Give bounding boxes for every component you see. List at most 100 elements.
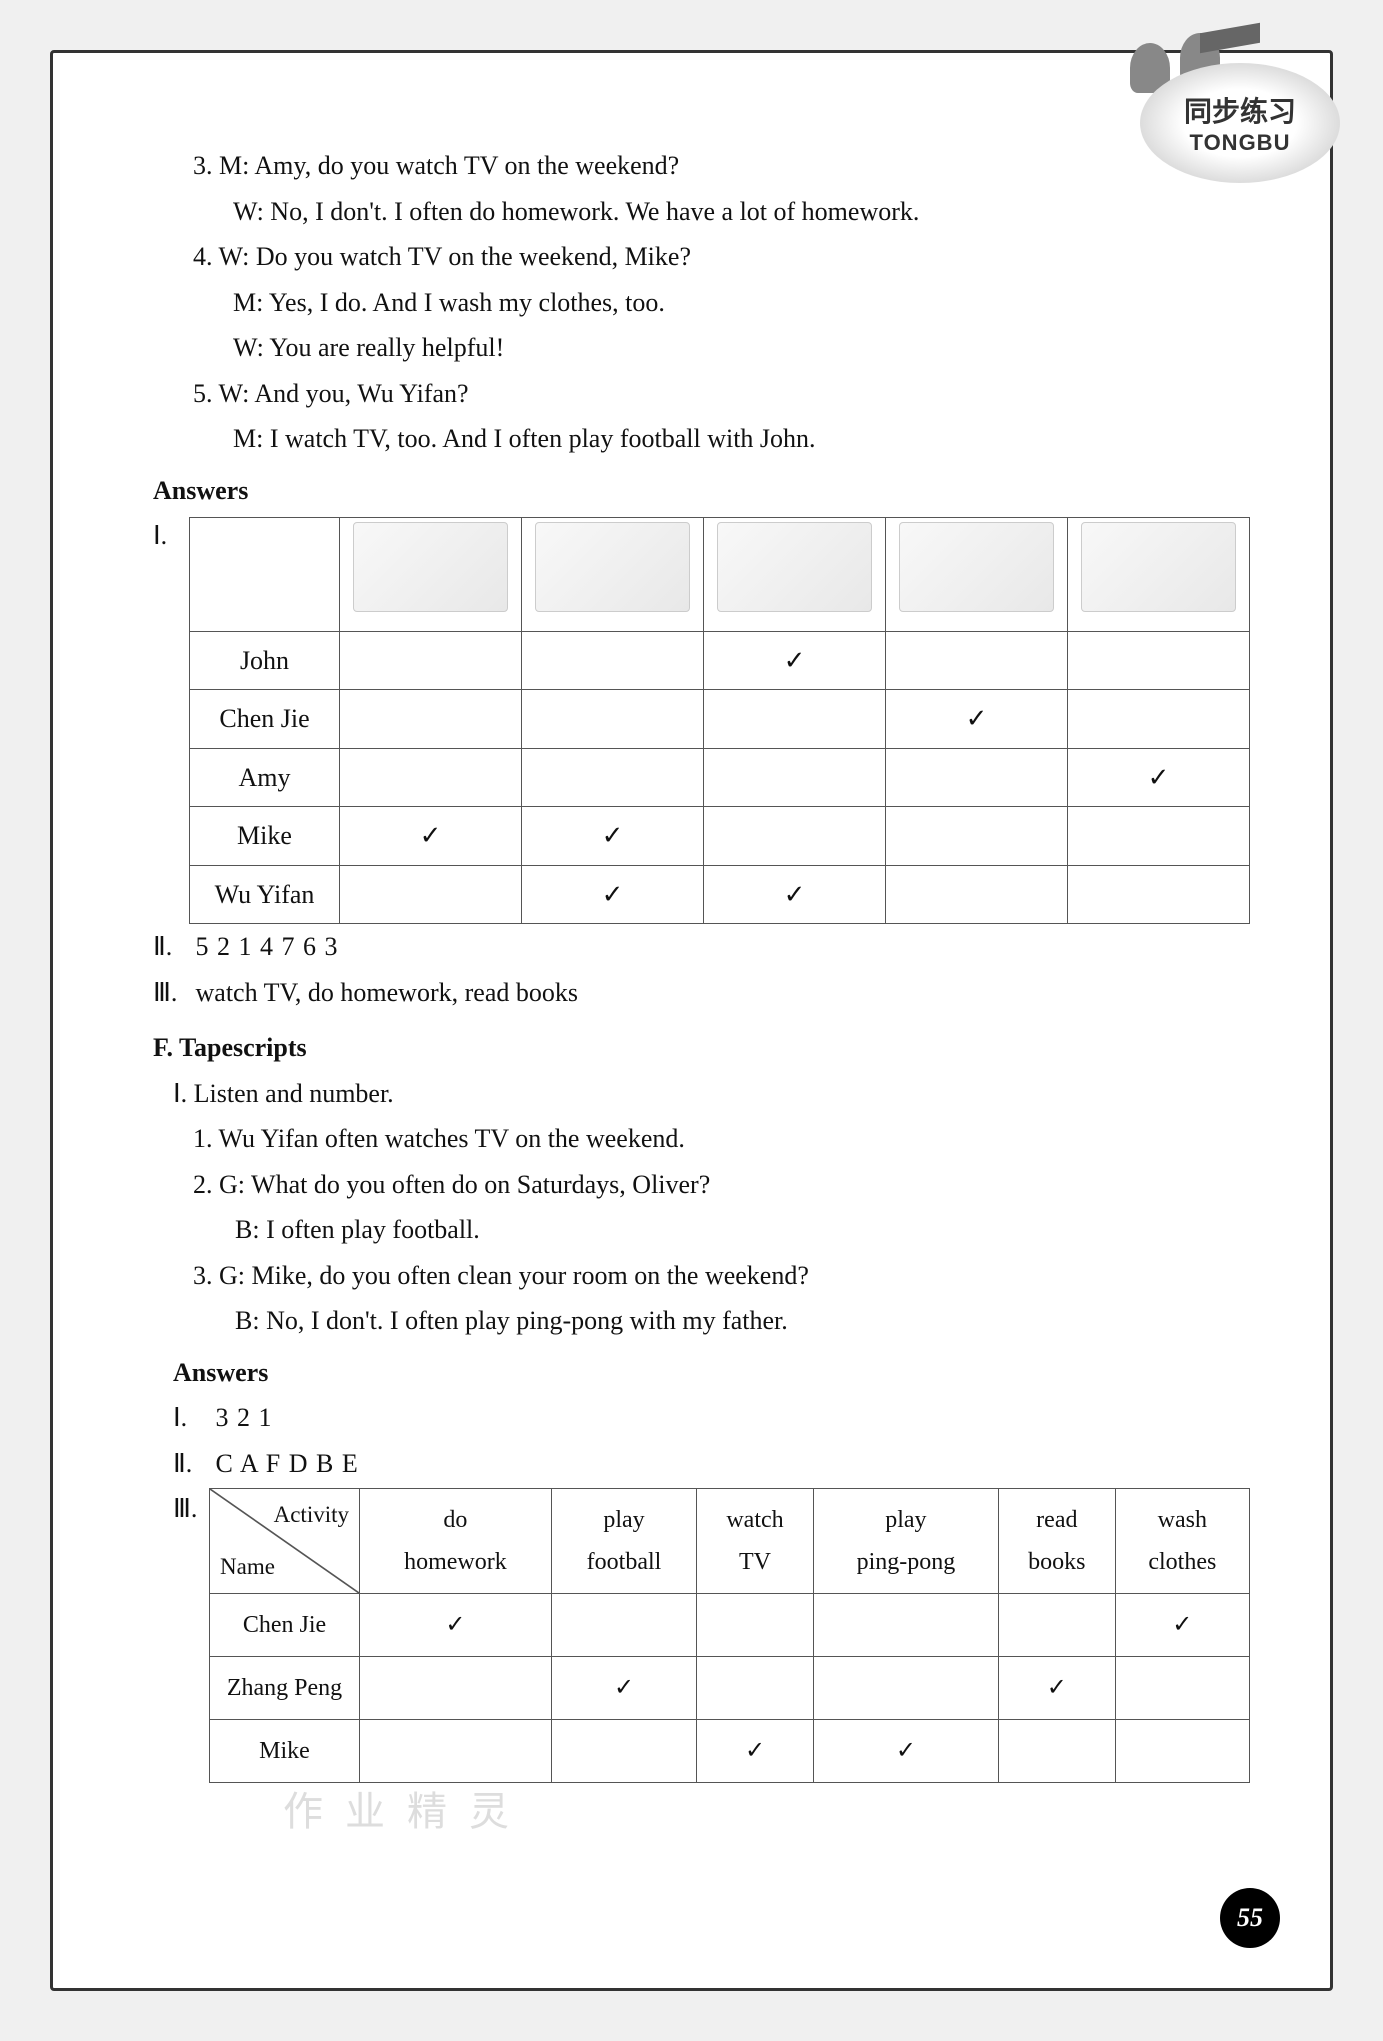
answer-sequence: 5 2 1 4 7 6 3 <box>196 932 339 961</box>
answer-sequence: C A F D B E <box>216 1449 359 1478</box>
check-cell <box>886 807 1068 866</box>
read-books-icon <box>899 522 1055 612</box>
table-row: Zhang Peng ✓ ✓ <box>210 1657 1250 1720</box>
answer-2-row: Ⅱ. 5 2 1 4 7 6 3 <box>153 924 1250 970</box>
page-number-badge: 55 <box>1220 1888 1280 1948</box>
table-row: Mike ✓ ✓ <box>210 1720 1250 1783</box>
check-cell <box>697 1594 814 1657</box>
tapescript-line: B: No, I don't. I often play ping-pong w… <box>235 1298 1250 1344</box>
name-cell: Mike <box>210 1720 360 1783</box>
diag-header-name: Name <box>220 1547 275 1587</box>
check-cell <box>340 631 522 690</box>
check-cell <box>1068 865 1250 924</box>
name-cell: Zhang Peng <box>210 1657 360 1720</box>
answer-1-row: Ⅰ. John ✓ <box>153 513 1250 924</box>
dialogue-text: M: I watch TV, too. And I often play foo… <box>233 416 1250 462</box>
dialogue-number: 4. <box>193 242 213 271</box>
check-cell: ✓ <box>999 1657 1116 1720</box>
check-cell: ✓ <box>551 1657 696 1720</box>
check-cell <box>551 1594 696 1657</box>
roman-one: Ⅰ. <box>173 1395 209 1441</box>
wash-clothes-icon <box>353 522 509 612</box>
name-cell: Amy <box>190 748 340 807</box>
play-football-icon <box>717 522 873 612</box>
watermark-text: 作 业 精 灵 <box>283 1789 515 1834</box>
table-row: Amy ✓ <box>190 748 1250 807</box>
activity-icon-cell <box>522 518 704 632</box>
answer-text: watch TV, do homework, read books <box>196 978 578 1007</box>
table-row: Mike ✓ ✓ <box>190 807 1250 866</box>
check-cell <box>886 631 1068 690</box>
table-row: Chen Jie ✓ ✓ <box>210 1594 1250 1657</box>
check-cell <box>551 1720 696 1783</box>
activity-icon-cell <box>1068 518 1250 632</box>
answer-3-row: Ⅲ. watch TV, do homework, read books <box>153 970 1250 1016</box>
activity-header: play ping-pong <box>813 1489 998 1594</box>
check-cell <box>522 690 704 749</box>
check-cell <box>1068 690 1250 749</box>
check-cell: ✓ <box>813 1720 998 1783</box>
answers-heading-2: Answers <box>173 1350 1250 1396</box>
watch-tv-icon <box>535 522 691 612</box>
check-cell: ✓ <box>704 865 886 924</box>
check-cell: ✓ <box>522 865 704 924</box>
dialogue-text: W: Do you watch TV on the weekend, Mike? <box>219 242 691 271</box>
roman-three: Ⅲ. <box>173 1486 209 1532</box>
activity-header: watch TV <box>697 1489 814 1594</box>
answer-f1-row: Ⅰ. 3 2 1 <box>173 1395 1250 1441</box>
activity-table: Activity Name do homework play football … <box>209 1488 1250 1783</box>
check-cell <box>813 1594 998 1657</box>
activity-icon-cell <box>886 518 1068 632</box>
check-cell <box>360 1657 552 1720</box>
check-cell: ✓ <box>697 1720 814 1783</box>
dialogue-text: M: Amy, do you watch TV on the weekend? <box>219 151 679 180</box>
check-cell <box>340 690 522 749</box>
dialogue-text: W: You are really helpful! <box>233 325 1250 371</box>
dialogue-number: 5. <box>193 379 213 408</box>
dialogue-5: 5. W: And you, Wu Yifan? <box>193 371 1250 417</box>
badge-chinese-text: 同步练习 <box>1184 90 1296 130</box>
check-cell <box>886 748 1068 807</box>
tapescript-item: 1. Wu Yifan often watches TV on the week… <box>193 1116 1250 1162</box>
series-badge: 同步练习 TONGBU <box>1140 63 1340 183</box>
check-cell <box>704 748 886 807</box>
answers-table-1: John ✓ Chen Jie ✓ <box>189 517 1250 924</box>
check-cell: ✓ <box>1115 1594 1249 1657</box>
table-row: Wu Yifan ✓ ✓ <box>190 865 1250 924</box>
empty-header-cell <box>190 518 340 632</box>
answer-f3-row: Ⅲ. Activity Name do homework play footba… <box>173 1486 1250 1783</box>
check-cell <box>360 1720 552 1783</box>
name-cell: John <box>190 631 340 690</box>
watermark: 作 业 精 灵 <box>283 1777 1250 1847</box>
check-cell <box>999 1594 1116 1657</box>
section-f-heading: F. Tapescripts <box>153 1025 1250 1071</box>
page-number: 55 <box>1237 1903 1263 1933</box>
dialogue-text: M: Yes, I do. And I wash my clothes, too… <box>233 280 1250 326</box>
tapescript-intro: Ⅰ. Listen and number. <box>173 1071 1250 1117</box>
check-cell: ✓ <box>886 690 1068 749</box>
check-cell: ✓ <box>360 1594 552 1657</box>
check-cell: ✓ <box>704 631 886 690</box>
check-cell <box>1115 1720 1249 1783</box>
activity-header: read books <box>999 1489 1116 1594</box>
name-cell: Wu Yifan <box>190 865 340 924</box>
answer-sequence: 3 2 1 <box>216 1403 273 1432</box>
do-homework-icon <box>1081 522 1237 612</box>
badge-pinyin-top: TONGBU <box>1190 130 1291 156</box>
check-cell <box>522 748 704 807</box>
dialogue-4: 4. W: Do you watch TV on the weekend, Mi… <box>193 234 1250 280</box>
roman-three: Ⅲ. <box>153 970 189 1016</box>
check-cell <box>1068 631 1250 690</box>
check-cell <box>340 865 522 924</box>
roman-two: Ⅱ. <box>153 924 189 970</box>
diagonal-header-cell: Activity Name <box>210 1489 360 1594</box>
dialogue-text: W: And you, Wu Yifan? <box>219 379 469 408</box>
check-cell: ✓ <box>340 807 522 866</box>
name-cell: Mike <box>190 807 340 866</box>
activity-header: wash clothes <box>1115 1489 1249 1594</box>
table-row: Chen Jie ✓ <box>190 690 1250 749</box>
check-cell <box>813 1657 998 1720</box>
roman-one: Ⅰ. <box>153 513 189 559</box>
check-cell <box>340 748 522 807</box>
table-header-row: Activity Name do homework play football … <box>210 1489 1250 1594</box>
